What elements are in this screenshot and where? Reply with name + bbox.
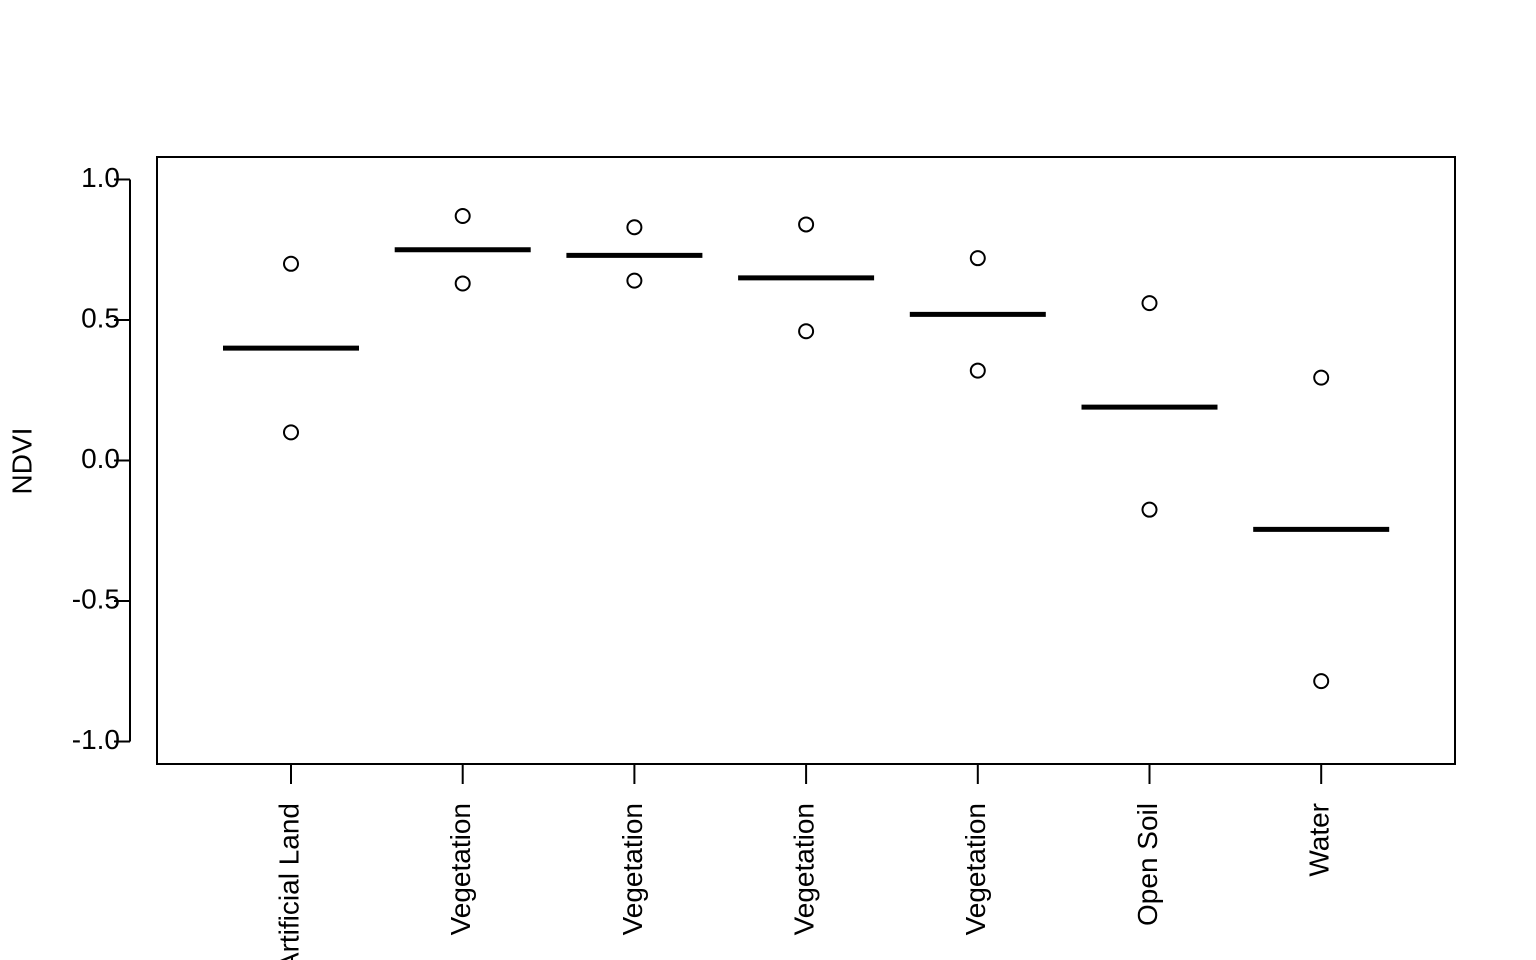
- y-tick-label: 0.5: [81, 302, 120, 333]
- low-point: [454, 275, 471, 292]
- low-point: [969, 362, 986, 379]
- y-tick-label: -0.5: [72, 583, 120, 614]
- x-tick-label: Vegetation: [960, 803, 991, 935]
- high-point: [969, 250, 986, 267]
- x-tick-label: Vegetation: [788, 803, 819, 935]
- x-tick-label: Open Soil: [1132, 803, 1163, 926]
- low-point: [1141, 501, 1158, 518]
- low-point: [1313, 673, 1330, 690]
- x-tick-label: Water: [1304, 803, 1335, 877]
- low-point: [283, 424, 299, 441]
- high-point: [283, 255, 299, 272]
- x-tick-label: Vegetation: [617, 803, 648, 935]
- high-point: [454, 208, 471, 225]
- x-tick-label: Artificial Land: [273, 803, 304, 960]
- plot-frame: [156, 156, 1456, 765]
- y-axis-label: NDVI: [6, 428, 37, 495]
- y-tick-label: 0.0: [81, 443, 120, 474]
- high-point: [626, 219, 643, 236]
- low-point: [626, 272, 643, 289]
- high-point: [1141, 295, 1158, 312]
- y-tick-label: -1.0: [72, 724, 120, 755]
- y-tick-label: 1.0: [81, 162, 120, 193]
- high-point: [1313, 369, 1330, 386]
- high-point: [798, 216, 815, 233]
- low-point: [798, 323, 815, 340]
- x-tick-label: Vegetation: [445, 803, 476, 935]
